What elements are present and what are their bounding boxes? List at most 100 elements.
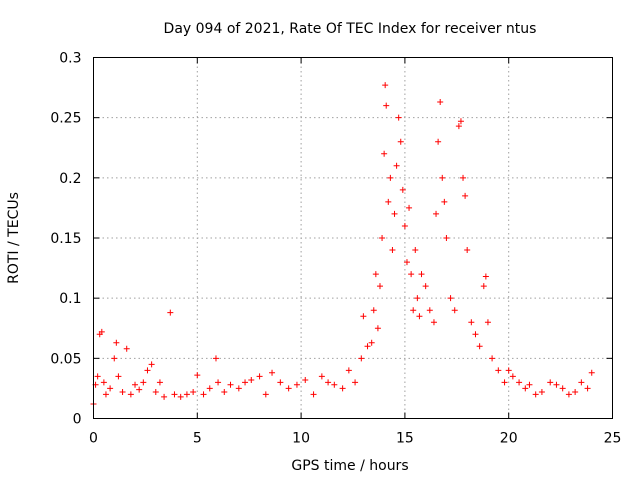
- data-point: [447, 295, 454, 302]
- data-point: [190, 389, 197, 396]
- data-point: [426, 307, 433, 314]
- data-point: [464, 247, 471, 254]
- chart-title: Day 094 of 2021, Rate Of TEC Index for r…: [164, 21, 537, 37]
- x-tick-label: 15: [396, 431, 414, 447]
- data-point: [584, 385, 591, 392]
- data-point: [221, 389, 228, 396]
- data-point: [370, 307, 377, 314]
- data-point: [127, 391, 134, 398]
- data-point: [256, 373, 263, 380]
- x-tick-label: 20: [500, 431, 518, 447]
- data-point: [532, 391, 539, 398]
- data-point: [144, 367, 151, 374]
- data-point: [381, 150, 388, 157]
- data-point: [422, 283, 429, 290]
- data-point: [107, 385, 114, 392]
- y-tick-label: 0.05: [50, 351, 81, 367]
- data-point: [262, 391, 269, 398]
- data-point: [501, 379, 508, 386]
- data-point: [111, 355, 118, 362]
- data-point: [509, 373, 516, 380]
- data-point: [98, 328, 105, 335]
- data-point: [451, 307, 458, 314]
- data-point: [462, 192, 469, 199]
- data-point: [148, 361, 155, 368]
- data-point: [505, 367, 512, 374]
- data-point: [391, 210, 398, 217]
- y-tick-labels: 0 0.05 0.1 0.15 0.2 0.25 0.3: [50, 51, 81, 428]
- data-point: [412, 247, 419, 254]
- axis-ticks: [93, 57, 613, 419]
- data-point: [455, 123, 462, 130]
- data-point: [248, 376, 255, 383]
- data-point: [522, 385, 529, 392]
- data-point: [352, 379, 359, 386]
- data-point: [345, 367, 352, 374]
- data-point: [364, 343, 371, 350]
- data-point: [468, 319, 475, 326]
- data-point: [115, 373, 122, 380]
- data-point: [331, 381, 338, 388]
- data-point: [167, 309, 174, 316]
- data-point: [547, 379, 554, 386]
- data-point: [439, 174, 446, 181]
- data-point: [383, 102, 390, 109]
- data-point: [397, 138, 404, 145]
- data-point: [302, 376, 309, 383]
- x-tick-label: 25: [604, 431, 622, 447]
- data-point: [416, 313, 423, 320]
- data-point: [565, 391, 572, 398]
- data-point: [538, 389, 545, 396]
- y-tick-label: 0: [73, 412, 82, 428]
- y-tick-label: 0.25: [50, 111, 81, 127]
- data-point: [588, 369, 595, 376]
- data-point: [395, 114, 402, 121]
- data-point: [227, 381, 234, 388]
- data-point: [408, 271, 415, 278]
- data-point: [495, 367, 502, 374]
- data-point: [94, 373, 101, 380]
- data-point: [325, 379, 332, 386]
- data-point: [435, 138, 442, 145]
- data-point: [132, 381, 139, 388]
- data-point: [572, 389, 579, 396]
- data-point: [318, 373, 325, 380]
- data-point: [242, 379, 249, 386]
- data-point: [460, 174, 467, 181]
- data-point: [368, 339, 375, 346]
- data-point: [358, 355, 365, 362]
- x-tick-label: 0: [89, 431, 98, 447]
- data-point: [310, 391, 317, 398]
- data-point: [578, 379, 585, 386]
- data-point: [200, 391, 207, 398]
- data-point: [212, 355, 219, 362]
- data-point: [156, 379, 163, 386]
- grid: [93, 57, 613, 419]
- data-point: [393, 162, 400, 169]
- y-tick-label: 0.1: [59, 291, 81, 307]
- data-point: [484, 319, 491, 326]
- data-point: [206, 385, 213, 392]
- data-point: [194, 372, 201, 379]
- data-point: [183, 391, 190, 398]
- data-point: [437, 99, 444, 106]
- data-point: [374, 325, 381, 332]
- data-point: [418, 271, 425, 278]
- data-point: [387, 174, 394, 181]
- data-point: [403, 259, 410, 266]
- y-tick-label: 0.2: [59, 171, 81, 187]
- data-point: [385, 198, 392, 205]
- data-point: [414, 295, 421, 302]
- data-points: [90, 82, 595, 408]
- data-point: [401, 222, 408, 229]
- x-tick-label: 5: [193, 431, 202, 447]
- data-point: [489, 355, 496, 362]
- y-axis-label: ROTI / TECUs: [6, 192, 22, 284]
- data-point: [480, 283, 487, 290]
- data-point: [235, 385, 242, 392]
- data-point: [382, 82, 389, 89]
- data-point: [119, 389, 126, 396]
- data-point: [406, 204, 413, 211]
- data-point: [553, 381, 560, 388]
- y-tick-label: 0.3: [59, 51, 81, 67]
